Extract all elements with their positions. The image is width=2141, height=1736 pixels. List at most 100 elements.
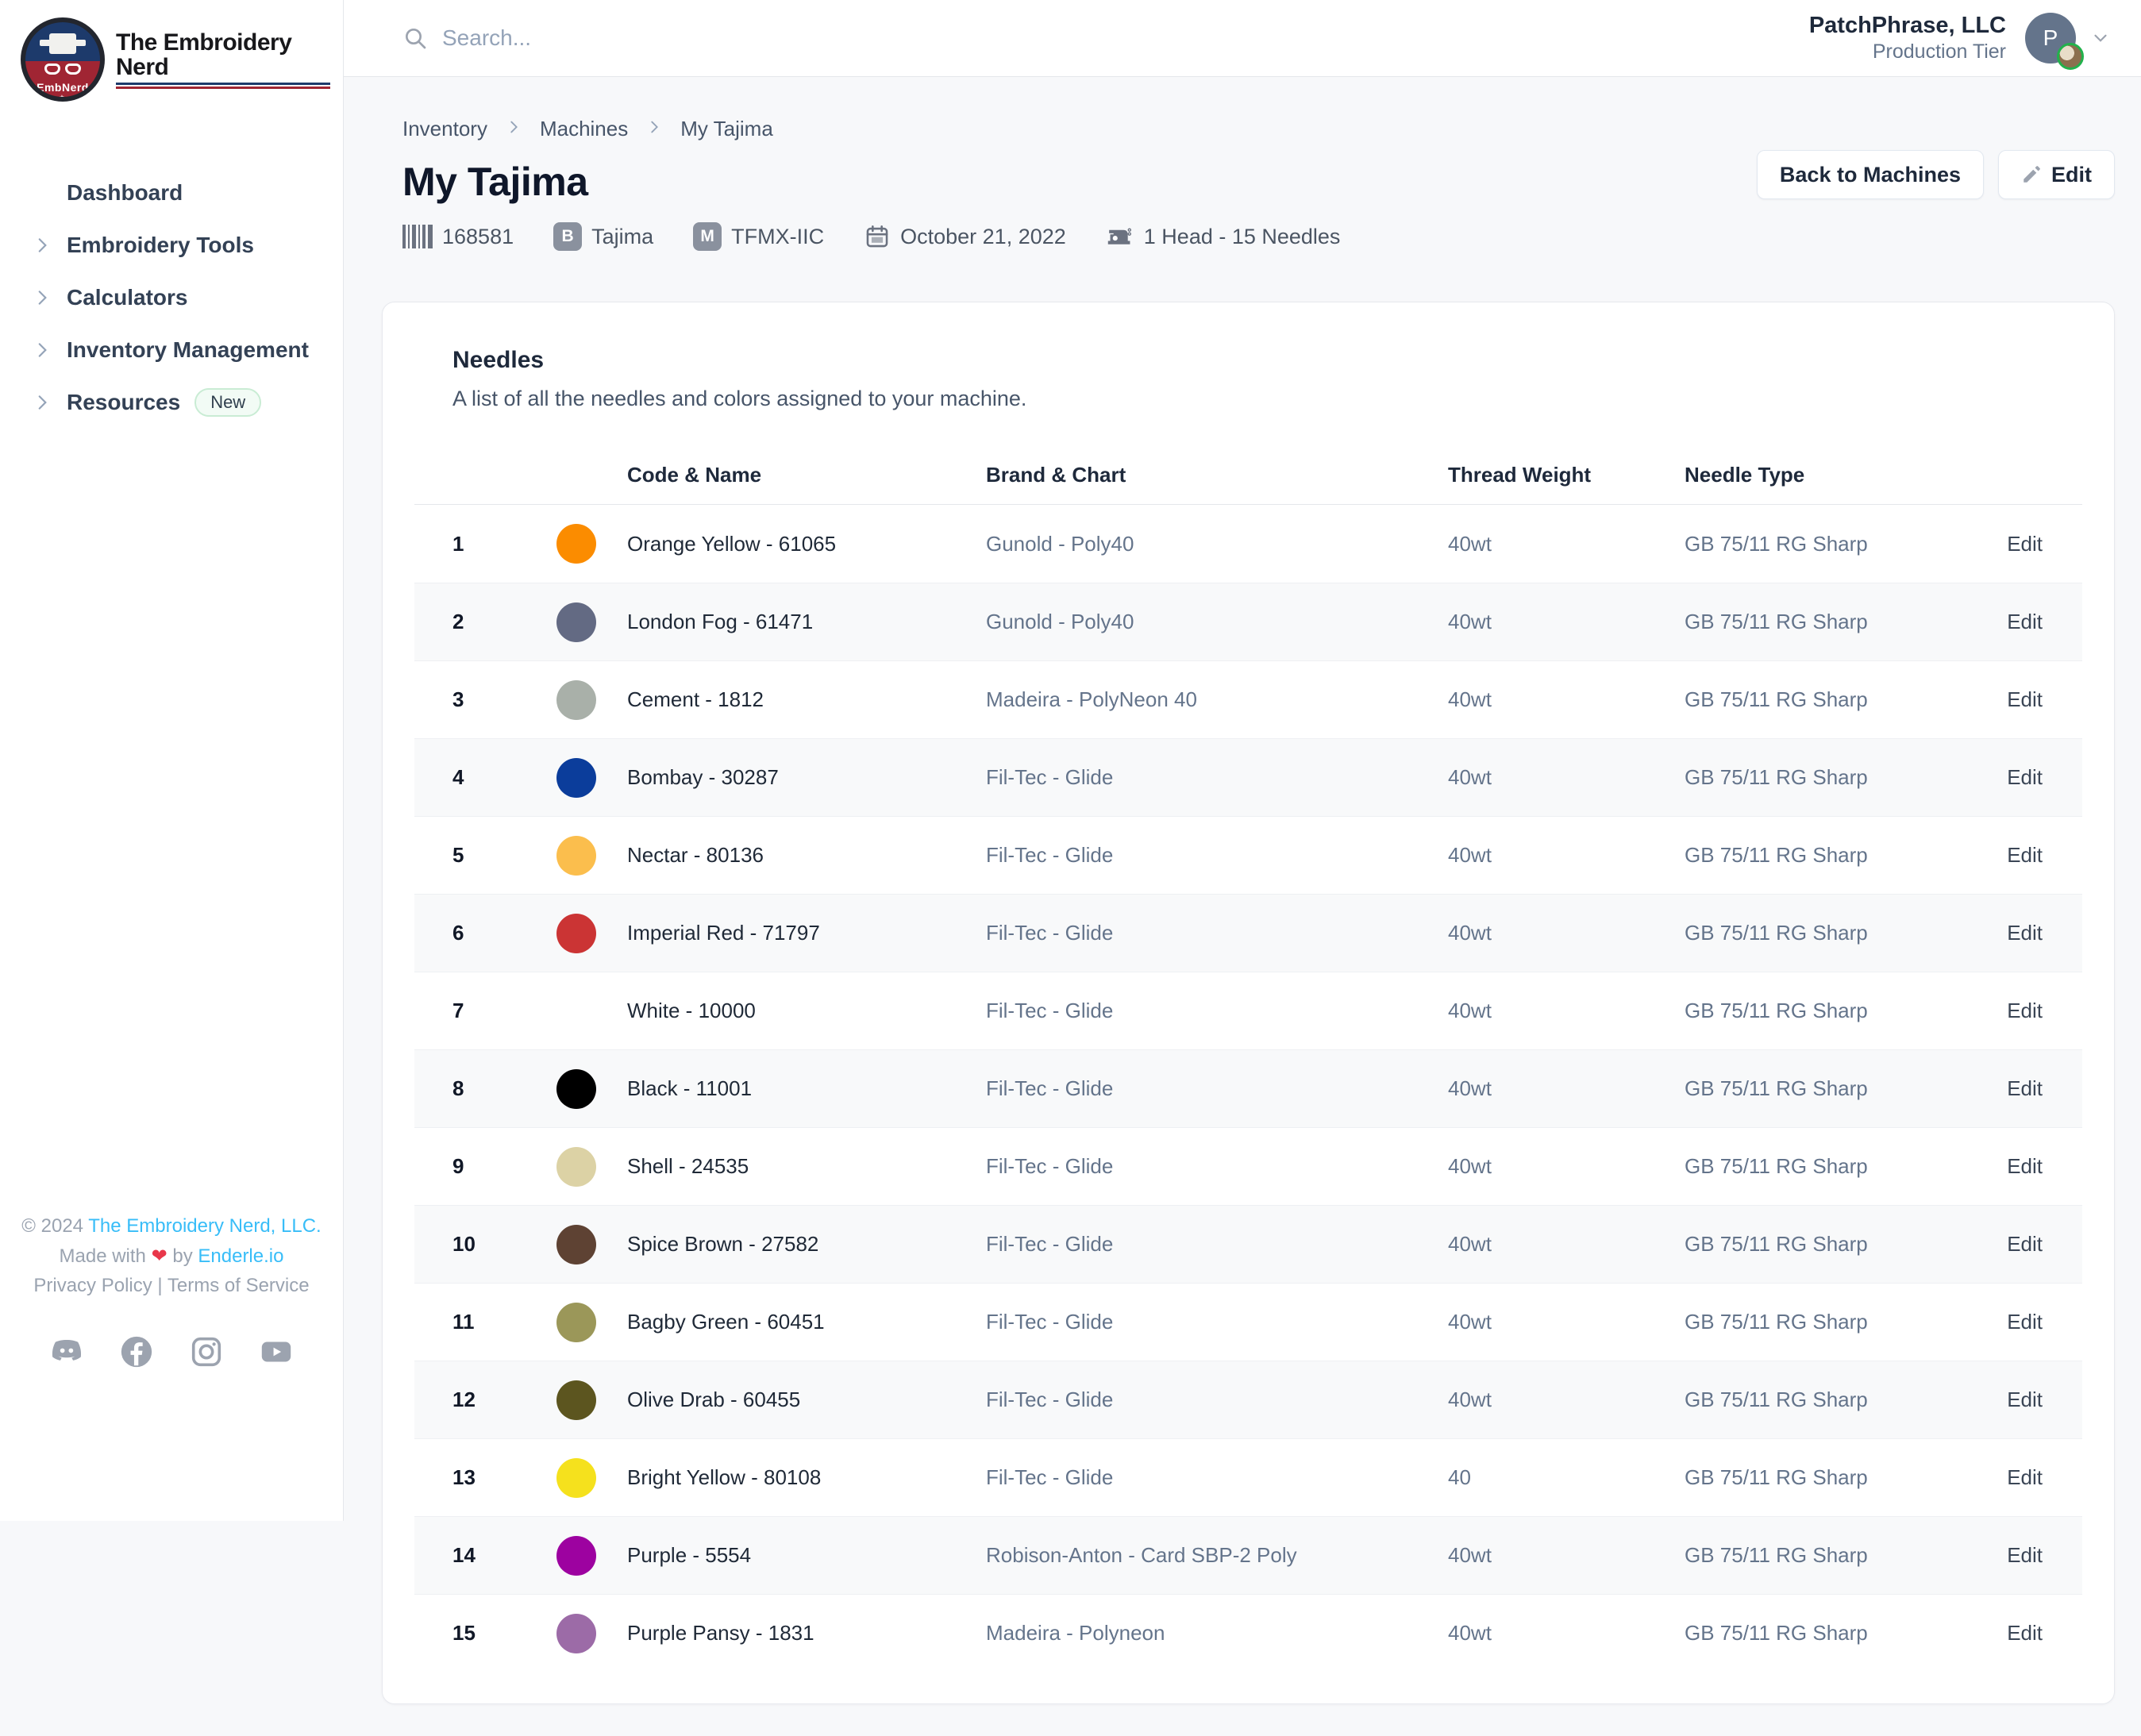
- brand-logo[interactable]: EmbNerd — ★ — The Embroidery Nerd: [0, 0, 343, 110]
- thread-code-name: Shell - 24535: [627, 1154, 749, 1178]
- model-group: M TFMX-IIC: [693, 222, 824, 251]
- thread-color-swatch: [556, 1613, 596, 1653]
- breadcrumb-item-machines[interactable]: Machines: [539, 117, 629, 140]
- edit-machine-button[interactable]: Edit: [1998, 150, 2115, 199]
- back-to-machines-button[interactable]: Back to Machines: [1756, 150, 1984, 199]
- row-edit-link[interactable]: Edit: [2007, 1621, 2043, 1645]
- table-header-row: Code & Name Brand & Chart Thread Weight …: [414, 446, 2082, 505]
- page-actions: Back to Machines Edit: [1756, 150, 2115, 199]
- row-edit-link[interactable]: Edit: [2007, 765, 2043, 789]
- top-bar: PatchPhrase, LLC Production Tier P: [344, 0, 2141, 77]
- instagram-icon[interactable]: [188, 1334, 225, 1370]
- thread-weight: 40wt: [1448, 765, 1492, 789]
- brand-logo-icon: EmbNerd — ★ —: [21, 17, 105, 102]
- facebook-icon[interactable]: [118, 1334, 155, 1370]
- thread-weight: 40: [1448, 1465, 1471, 1489]
- thread-weight: 40wt: [1448, 1388, 1492, 1411]
- company-name: PatchPhrase, LLC: [1808, 13, 2006, 38]
- table-row: 13 Bright Yellow - 80108 Fil-Tec - Glide 40…: [414, 1438, 2082, 1516]
- thread-code-name: Bagby Green - 60451: [627, 1310, 825, 1334]
- glasses-glyph: [44, 64, 81, 75]
- table-row: 1 Orange Yellow - 61065 Gunold - Poly40 40w…: [414, 505, 2082, 583]
- needle-number: 14: [452, 1543, 476, 1567]
- row-edit-link[interactable]: Edit: [2007, 687, 2043, 711]
- sidebar-item-calculators[interactable]: Calculators: [0, 271, 343, 324]
- sidebar-item-label: Calculators: [67, 285, 188, 310]
- config-group: 1 Head - 15 Needles: [1106, 223, 1341, 250]
- header-thread-weight: Thread Weight: [1448, 463, 1592, 487]
- row-edit-link[interactable]: Edit: [2007, 610, 2043, 633]
- row-edit-link[interactable]: Edit: [2007, 1154, 2043, 1178]
- thread-color-swatch: [556, 1457, 596, 1498]
- company-link[interactable]: The Embroidery Nerd, LLC.: [88, 1215, 322, 1238]
- sidebar-item-label: Inventory Management: [67, 337, 309, 362]
- sidebar-item-dashboard[interactable]: Dashboard: [0, 167, 343, 219]
- acquired-date: October 21, 2022: [900, 224, 1066, 248]
- row-edit-link[interactable]: Edit: [2007, 531, 2043, 556]
- row-edit-link[interactable]: Edit: [2007, 1543, 2043, 1567]
- avatar[interactable]: P: [2025, 13, 2084, 70]
- row-edit-link[interactable]: Edit: [2007, 1310, 2043, 1334]
- thread-brand-chart: Fil-Tec - Glide: [986, 1076, 1114, 1100]
- thread-weight: 40wt: [1448, 1154, 1492, 1178]
- breadcrumb-item-inventory[interactable]: Inventory: [402, 117, 487, 140]
- row-edit-link[interactable]: Edit: [2007, 1232, 2043, 1256]
- needle-type: GB 75/11 RG Sharp: [1685, 1076, 1868, 1100]
- search-icon: [406, 29, 426, 49]
- table-row: 3 Cement - 1812 Madeira - PolyNeon 40 40wt G…: [414, 660, 2082, 738]
- brand-badge-icon: B: [553, 222, 583, 251]
- search-input[interactable]: [442, 25, 918, 51]
- thread-color-swatch: [556, 913, 596, 953]
- needle-type: GB 75/11 RG Sharp: [1685, 610, 1868, 633]
- thread-brand-chart: Gunold - Poly40: [986, 610, 1134, 633]
- embroidery-machine-glyph: [40, 33, 86, 54]
- card-description: A list of all the needles and colors ass…: [452, 387, 1027, 410]
- discord-icon[interactable]: [48, 1334, 85, 1370]
- thread-color-swatch: [556, 602, 596, 642]
- legal-line: Privacy Policy | Terms of Service: [33, 1274, 310, 1296]
- table-row: 10 Spice Brown - 27582 Fil-Tec - Glide 40wt…: [414, 1205, 2082, 1283]
- privacy-policy-link[interactable]: Privacy Policy: [33, 1274, 152, 1296]
- sidebar-item-embroidery-tools[interactable]: Embroidery Tools: [0, 219, 343, 271]
- needle-number: 12: [452, 1388, 476, 1411]
- thread-code-name: Bright Yellow - 80108: [627, 1465, 822, 1489]
- sidebar-item-resources[interactable]: Resources New: [0, 376, 343, 429]
- thread-weight: 40wt: [1448, 1621, 1492, 1645]
- youtube-icon[interactable]: [258, 1334, 295, 1370]
- needle-number: 15: [452, 1621, 476, 1645]
- builder-link[interactable]: Enderle.io: [198, 1245, 284, 1267]
- thread-code-name: Purple Pansy - 1831: [627, 1621, 814, 1645]
- social-links: [0, 1334, 343, 1370]
- thread-code-name: Purple - 5554: [627, 1543, 752, 1567]
- needle-number: 13: [452, 1465, 476, 1489]
- row-edit-link[interactable]: Edit: [2007, 921, 2043, 945]
- needles-card: Needles A list of all the needles and co…: [382, 302, 2115, 1704]
- terms-link[interactable]: Terms of Service: [167, 1274, 310, 1296]
- thread-color-swatch: [556, 991, 596, 1031]
- thread-color-swatch: [556, 679, 596, 720]
- row-edit-link[interactable]: Edit: [2007, 1465, 2043, 1489]
- thread-brand-chart: Fil-Tec - Glide: [986, 921, 1114, 945]
- thread-brand-chart: Fil-Tec - Glide: [986, 765, 1114, 789]
- row-edit-link[interactable]: Edit: [2007, 843, 2043, 867]
- thread-weight: 40wt: [1448, 687, 1492, 711]
- card-title: Needles: [452, 347, 545, 373]
- subscription-tier: Production Tier: [1872, 40, 2006, 63]
- thread-weight: 40wt: [1448, 921, 1492, 945]
- thread-brand-chart: Fil-Tec - Glide: [986, 1154, 1114, 1178]
- header-code-name: Code & Name: [627, 463, 762, 487]
- needle-type: GB 75/11 RG Sharp: [1685, 1465, 1868, 1489]
- table-row: 12 Olive Drab - 60455 Fil-Tec - Glide 40wt G…: [414, 1361, 2082, 1438]
- chevron-down-icon[interactable]: [2090, 28, 2111, 48]
- table-row: 11 Bagby Green - 60451 Fil-Tec - Glide 40wt…: [414, 1283, 2082, 1361]
- row-edit-link[interactable]: Edit: [2007, 1388, 2043, 1411]
- row-edit-link[interactable]: Edit: [2007, 999, 2043, 1022]
- thread-color-swatch: [556, 835, 596, 876]
- header-needle-type: Needle Type: [1685, 463, 1805, 487]
- thread-brand-chart: Fil-Tec - Glide: [986, 1232, 1114, 1256]
- sidebar: EmbNerd — ★ — The Embroidery Nerd Dashbo…: [0, 0, 344, 1521]
- sidebar-item-inventory-management[interactable]: Inventory Management: [0, 324, 343, 376]
- needle-number: 10: [452, 1232, 476, 1256]
- row-edit-link[interactable]: Edit: [2007, 1076, 2043, 1100]
- head-needle-config: 1 Head - 15 Needles: [1143, 224, 1341, 248]
